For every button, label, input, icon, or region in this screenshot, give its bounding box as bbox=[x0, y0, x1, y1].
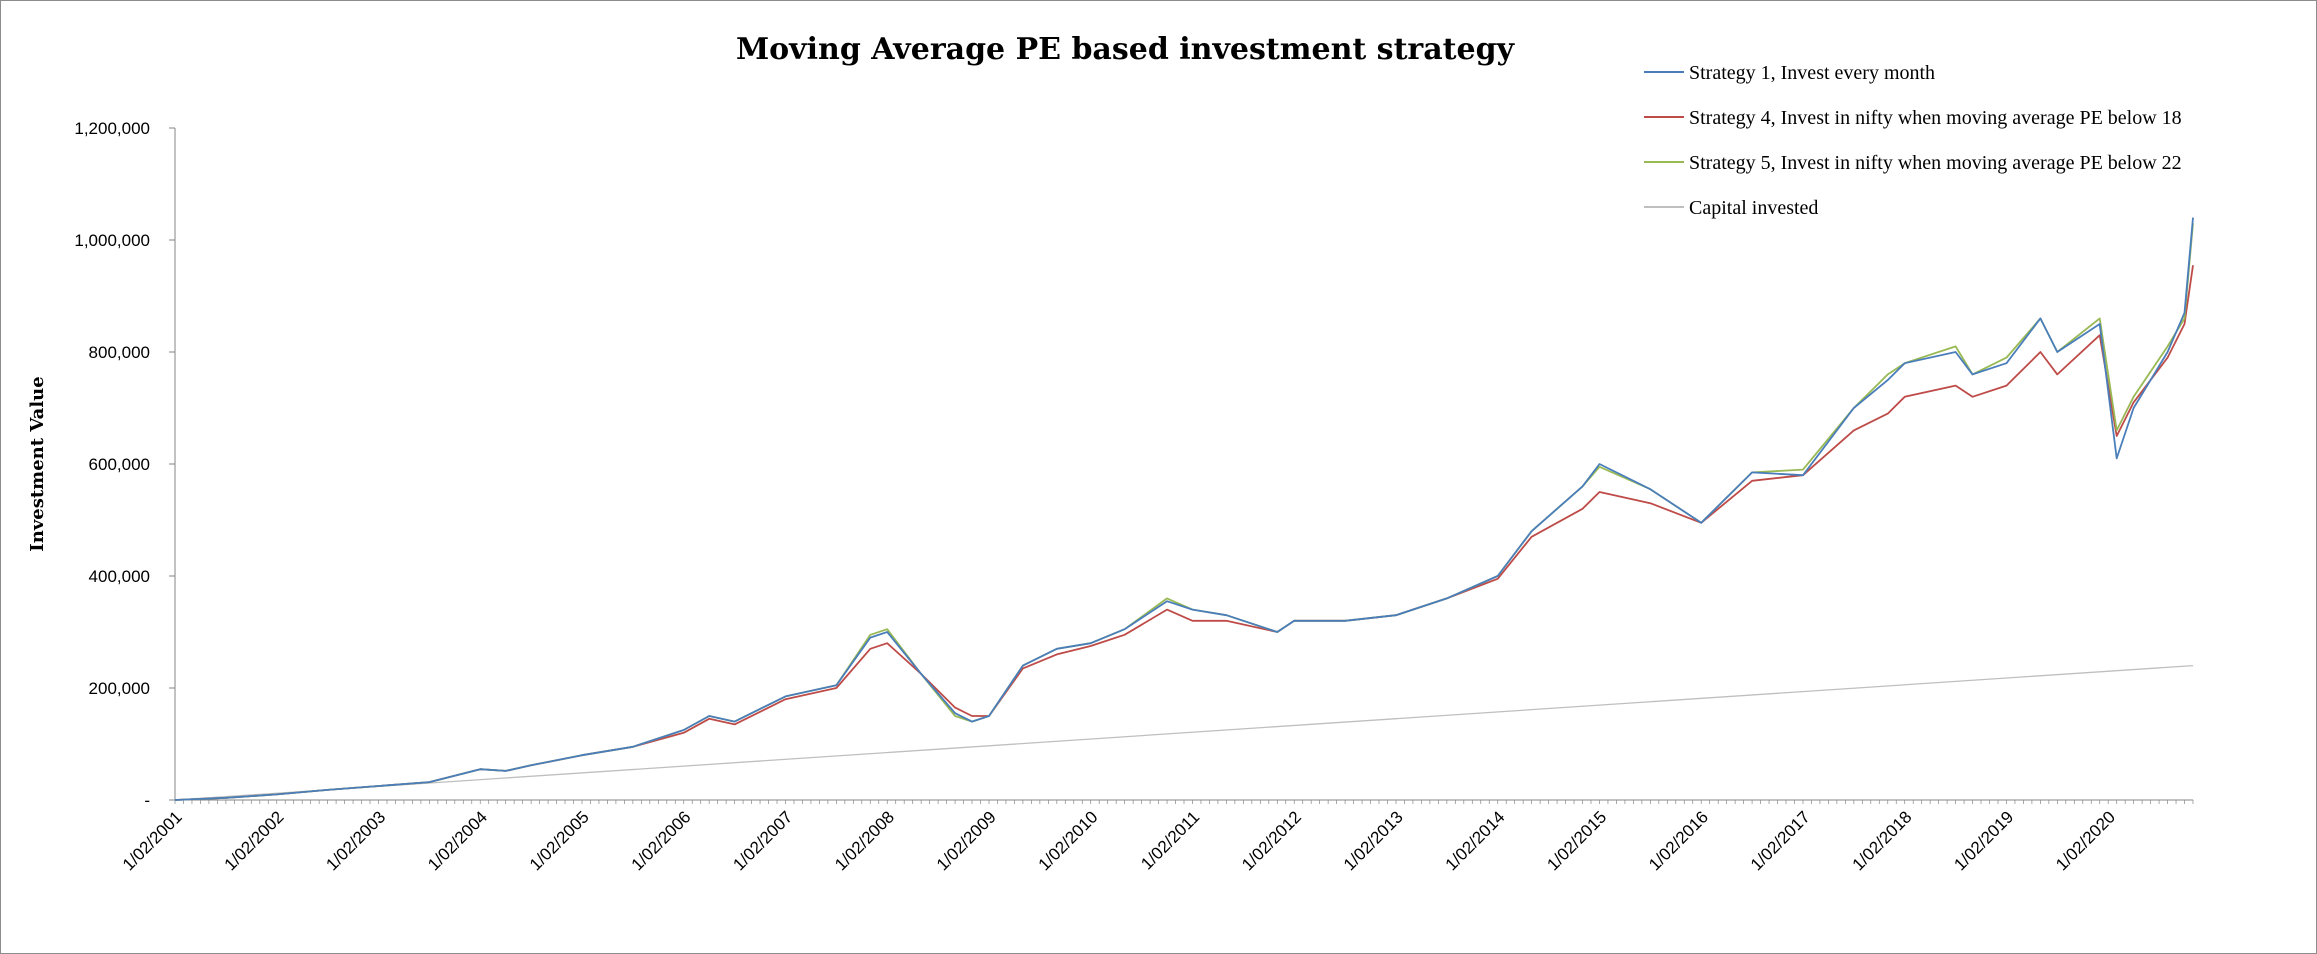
x-tick-label: 1/02/2012 bbox=[1238, 807, 1305, 874]
y-axis-title: Investment Value bbox=[27, 376, 48, 551]
x-tick-label: 1/02/2014 bbox=[1442, 807, 1509, 874]
x-tick-label: 1/02/2003 bbox=[322, 807, 389, 874]
legend-label-2: Strategy 4, Invest in nifty when moving … bbox=[1689, 107, 2182, 129]
x-tick-label: 1/02/2015 bbox=[1543, 807, 1610, 874]
x-tick-label: 1/02/2004 bbox=[424, 807, 491, 874]
y-tick-label: 400,000 bbox=[89, 567, 150, 586]
axes: - 200,000 400,000 600,000 800,000 1,000,000 1,… bbox=[74, 119, 2194, 874]
x-tick-label: 1/02/2007 bbox=[729, 807, 796, 874]
x-tick-label: 1/02/2017 bbox=[1747, 807, 1814, 874]
y-tick-label: 200,000 bbox=[89, 679, 150, 698]
series-line-3 bbox=[174, 223, 2194, 801]
x-tick-label: 1/02/2009 bbox=[933, 807, 1000, 874]
series-line-4 bbox=[174, 664, 2194, 801]
x-tick-label: 1/02/2002 bbox=[221, 807, 288, 874]
y-tick-label: 1,200,000 bbox=[74, 119, 150, 138]
chart-title: Moving Average PE based investment strat… bbox=[736, 32, 1516, 67]
y-tick-label: 800,000 bbox=[89, 343, 150, 362]
series-line-1 bbox=[174, 217, 2194, 801]
x-tick-label: 1/02/2010 bbox=[1035, 807, 1102, 874]
y-tick-label: 600,000 bbox=[89, 455, 150, 474]
x-tick-label: 1/02/2016 bbox=[1645, 807, 1712, 874]
legend: Strategy 1, Invest every month Strategy 4… bbox=[1644, 62, 2182, 219]
x-tick-label: 1/02/2008 bbox=[831, 807, 898, 874]
x-tick-label: 1/02/2013 bbox=[1340, 807, 1407, 874]
x-tick-label: 1/02/2005 bbox=[526, 807, 593, 874]
x-tick-label: 1/02/2006 bbox=[628, 807, 695, 874]
x-tick-label: 1/02/2019 bbox=[1950, 807, 2017, 874]
x-tick-label: 1/02/2011 bbox=[1137, 807, 1203, 873]
y-tick-label: - bbox=[144, 791, 150, 810]
y-tick-label: 1,000,000 bbox=[74, 231, 150, 250]
plot-lines bbox=[174, 217, 2194, 801]
x-tick-label: 1/02/2001 bbox=[119, 807, 186, 874]
legend-label-1: Strategy 1, Invest every month bbox=[1689, 62, 1935, 84]
series-line-2 bbox=[174, 265, 2194, 801]
legend-label-3: Strategy 5, Invest in nifty when moving … bbox=[1689, 152, 2182, 174]
x-tick-label: 1/02/2020 bbox=[2052, 807, 2119, 874]
legend-label-4: Capital invested bbox=[1689, 197, 1818, 219]
x-tick-label: 1/02/2018 bbox=[1849, 807, 1916, 874]
